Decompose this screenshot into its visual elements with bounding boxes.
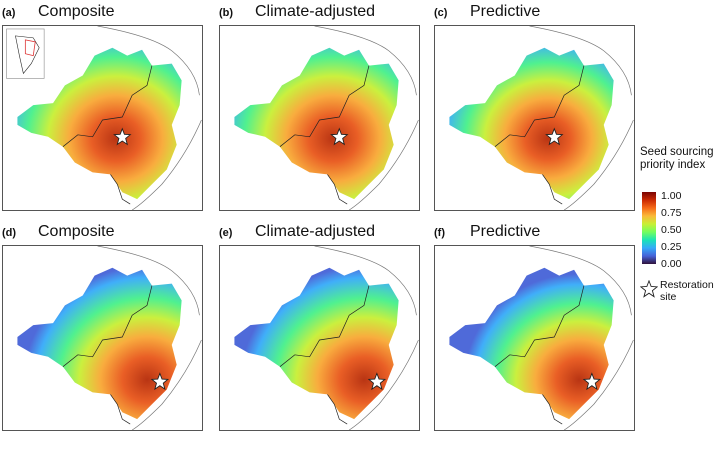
tick-label: 0.50 [661, 224, 682, 236]
tick-label: 1.00 [661, 190, 682, 202]
map-panel [434, 245, 635, 431]
panel-label: (d) [2, 227, 17, 239]
map [234, 26, 419, 210]
legend-title: Seed sourcing priority index [640, 146, 714, 171]
coastline [314, 26, 419, 210]
restoration-site-star [330, 127, 349, 146]
map-panel [219, 25, 420, 211]
panel-label: (c) [434, 7, 448, 19]
ecoregion-boundary [494, 65, 585, 205]
coastline [97, 26, 202, 210]
priority-surface [17, 267, 182, 420]
map [449, 246, 634, 430]
coastline [314, 246, 419, 430]
priority-surface [449, 47, 614, 200]
panel-title: Composite [38, 223, 115, 240]
priority-surface [17, 47, 182, 200]
restoration-site-label: Restoration site [660, 279, 714, 303]
star-icon [640, 280, 658, 298]
map-panel [434, 25, 635, 211]
restoration-site-star [113, 127, 132, 146]
priority-surface [234, 267, 399, 420]
restoration-site-star [582, 372, 602, 391]
ecoregion-boundary [62, 285, 153, 425]
map-panel [2, 245, 203, 431]
map [6, 26, 202, 210]
panel-label: (a) [2, 7, 16, 19]
ecoregion-boundary [62, 65, 153, 205]
restoration-site-star [367, 372, 387, 391]
priority-surface [234, 47, 399, 200]
tick-label: 0.75 [661, 207, 682, 219]
map [17, 246, 202, 430]
priority-surface [449, 267, 614, 420]
coastline [97, 246, 202, 430]
ecoregion-boundary [494, 285, 585, 425]
panel-title: Climate-adjusted [255, 223, 376, 240]
panel-title: Predictive [470, 223, 541, 240]
ecoregion-boundary [279, 285, 370, 425]
ecoregion-boundary [279, 65, 370, 205]
colorbar [642, 192, 656, 264]
map [449, 26, 634, 210]
map-panel [219, 245, 420, 431]
panel-title: Composite [38, 3, 115, 20]
panel-title: Predictive [470, 3, 541, 20]
panel-label: (b) [219, 7, 234, 19]
panel-title: Climate-adjusted [255, 3, 376, 20]
restoration-site-star [545, 127, 564, 146]
panel-label: (e) [219, 227, 233, 239]
tick-label: 0.00 [661, 258, 682, 270]
coastline [529, 246, 634, 430]
panel-label: (f) [434, 227, 445, 239]
map [234, 246, 419, 430]
map-panel [2, 25, 203, 211]
coastline [529, 26, 634, 210]
restoration-site-star [150, 372, 170, 391]
tick-label: 0.25 [661, 241, 682, 253]
